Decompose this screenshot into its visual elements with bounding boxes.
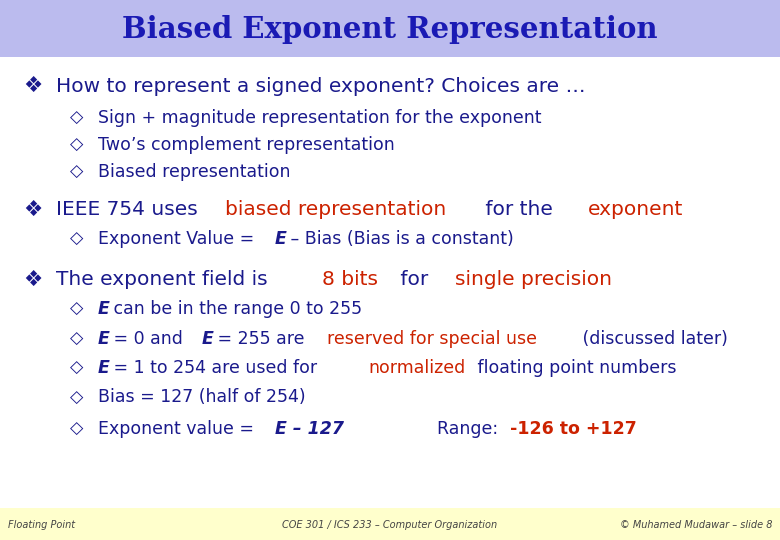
FancyBboxPatch shape [0, 57, 780, 508]
Text: ◇: ◇ [70, 163, 83, 181]
FancyBboxPatch shape [0, 508, 780, 540]
Text: ◇: ◇ [70, 136, 83, 154]
Text: exponent: exponent [588, 200, 683, 219]
Text: ◇: ◇ [70, 330, 83, 348]
Text: ◇: ◇ [70, 359, 83, 377]
Text: How to represent a signed exponent? Choices are …: How to represent a signed exponent? Choi… [56, 77, 586, 96]
Text: – Bias (Bias is a constant): – Bias (Bias is a constant) [285, 230, 514, 248]
Text: = 0 and: = 0 and [108, 330, 188, 348]
Text: floating point numbers: floating point numbers [473, 359, 677, 377]
Text: E: E [98, 330, 109, 348]
Text: © Muhamed Mudawar – slide 8: © Muhamed Mudawar – slide 8 [619, 520, 772, 530]
Text: ◇: ◇ [70, 388, 83, 407]
Text: single precision: single precision [455, 270, 612, 289]
Text: ◇: ◇ [70, 300, 83, 318]
Text: ❖: ❖ [23, 199, 43, 220]
Text: ◇: ◇ [70, 109, 83, 127]
Text: can be in the range 0 to 255: can be in the range 0 to 255 [108, 300, 362, 318]
Text: COE 301 / ICS 233 – Computer Organization: COE 301 / ICS 233 – Computer Organizatio… [282, 520, 498, 530]
FancyBboxPatch shape [0, 0, 780, 57]
Text: E: E [202, 330, 214, 348]
Text: for the: for the [479, 200, 559, 219]
Text: reserved for special use: reserved for special use [327, 330, 537, 348]
Text: Two’s complement representation: Two’s complement representation [98, 136, 394, 154]
Text: normalized: normalized [368, 359, 466, 377]
Text: Biased representation: Biased representation [98, 163, 290, 181]
Text: Exponent value =: Exponent value = [98, 420, 259, 438]
Text: = 255 are: = 255 are [212, 330, 310, 348]
Text: Biased Exponent Representation: Biased Exponent Representation [122, 15, 658, 44]
Text: ◇: ◇ [70, 230, 83, 248]
Text: IEEE 754 uses: IEEE 754 uses [56, 200, 204, 219]
Text: E: E [98, 359, 109, 377]
Text: ❖: ❖ [23, 269, 43, 290]
Text: Range:: Range: [437, 420, 503, 438]
Text: = 1 to 254 are used for: = 1 to 254 are used for [108, 359, 323, 377]
Text: for: for [395, 270, 435, 289]
Text: E – 127: E – 127 [275, 420, 343, 438]
Text: Bias = 127 (half of 254): Bias = 127 (half of 254) [98, 388, 305, 407]
Text: ◇: ◇ [70, 420, 83, 438]
Text: biased representation: biased representation [225, 200, 447, 219]
Text: E: E [275, 230, 286, 248]
Text: (discussed later): (discussed later) [576, 330, 728, 348]
Text: The exponent field is: The exponent field is [56, 270, 274, 289]
Text: 8 bits: 8 bits [322, 270, 378, 289]
Text: -126 to +127: -126 to +127 [509, 420, 636, 438]
Text: Floating Point: Floating Point [8, 520, 75, 530]
Text: Sign + magnitude representation for the exponent: Sign + magnitude representation for the … [98, 109, 541, 127]
Text: ❖: ❖ [23, 76, 43, 97]
Text: Exponent Value =: Exponent Value = [98, 230, 259, 248]
Text: E: E [98, 300, 109, 318]
